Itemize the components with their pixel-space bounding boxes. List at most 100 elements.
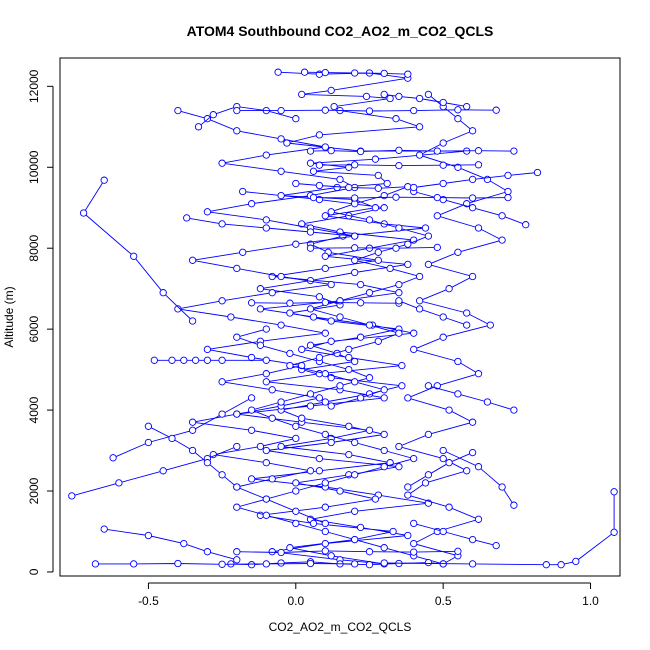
data-point	[498, 483, 506, 491]
data-point	[262, 224, 270, 232]
data-point	[268, 548, 276, 556]
series-18	[439, 446, 518, 509]
data-point	[292, 507, 300, 515]
data-point	[345, 183, 353, 192]
data-point	[321, 370, 329, 378]
data-point	[380, 430, 388, 439]
data-point	[286, 361, 294, 370]
data-point	[439, 161, 447, 169]
data-point	[306, 305, 315, 313]
data-point	[174, 106, 182, 115]
data-point	[380, 544, 388, 552]
series-7	[68, 442, 241, 500]
data-point	[274, 68, 282, 76]
data-point	[306, 559, 315, 568]
data-point	[386, 264, 394, 273]
data-point	[262, 459, 270, 467]
y-tick-label: 12000	[27, 69, 41, 103]
y-tick-label: 6000	[27, 315, 41, 342]
data-point	[374, 256, 382, 264]
data-point	[286, 309, 294, 317]
data-point	[256, 442, 265, 451]
data-point	[233, 127, 241, 135]
data-point	[298, 345, 306, 354]
data-point	[203, 345, 212, 354]
data-point	[233, 483, 241, 491]
data-point	[315, 131, 324, 139]
data-point	[351, 378, 359, 386]
series-line	[313, 196, 509, 199]
data-point	[277, 272, 285, 281]
data-point	[510, 501, 518, 509]
data-point	[218, 471, 226, 479]
data-point	[610, 488, 618, 496]
data-point	[321, 298, 329, 307]
data-point	[345, 450, 353, 459]
data-point	[292, 115, 300, 123]
series-30	[404, 448, 477, 491]
data-point	[306, 147, 315, 155]
series-29	[395, 297, 471, 329]
data-point	[277, 559, 285, 567]
data-point	[415, 123, 424, 131]
data-point	[404, 491, 412, 499]
data-point	[292, 434, 300, 443]
data-point	[247, 394, 256, 402]
data-point	[439, 313, 447, 321]
data-point	[327, 402, 335, 410]
series-21	[306, 146, 518, 156]
data-point	[410, 539, 418, 548]
data-point	[424, 90, 433, 99]
series-line	[428, 385, 515, 411]
data-point	[292, 519, 300, 528]
data-point	[351, 357, 359, 366]
data-point	[256, 305, 265, 313]
data-point	[415, 272, 424, 281]
data-point	[233, 503, 241, 511]
data-point	[542, 561, 550, 569]
data-point	[445, 406, 453, 414]
data-point	[404, 394, 412, 402]
y-tick-label: 10000	[27, 150, 41, 184]
data-point	[262, 356, 270, 364]
data-point	[218, 560, 226, 568]
y-tick-label: 2000	[27, 477, 41, 504]
data-point	[365, 548, 374, 556]
data-point	[247, 353, 256, 362]
data-point	[262, 511, 270, 519]
data-point	[410, 454, 418, 463]
data-point	[433, 212, 441, 220]
data-point	[410, 519, 418, 528]
data-point	[439, 454, 447, 463]
data-point	[351, 194, 359, 202]
data-point	[454, 390, 462, 398]
series-15	[410, 187, 530, 229]
data-point	[277, 135, 285, 143]
data-point	[315, 70, 324, 78]
series-line	[236, 550, 458, 553]
data-point	[365, 321, 374, 329]
data-point	[380, 463, 388, 471]
data-point	[395, 442, 403, 451]
data-point	[262, 216, 270, 224]
data-point	[239, 187, 247, 196]
data-point	[351, 161, 359, 169]
data-point	[404, 531, 412, 540]
data-point	[262, 151, 270, 159]
series-line	[289, 183, 430, 407]
data-point	[395, 146, 403, 154]
data-point	[336, 175, 344, 184]
plot-frame	[59, 57, 621, 577]
data-point	[321, 264, 329, 273]
data-point	[351, 438, 359, 447]
data-point	[392, 193, 400, 201]
data-point	[194, 123, 203, 131]
data-point	[395, 224, 403, 232]
data-point	[454, 163, 462, 171]
data-point	[321, 68, 329, 77]
data-point	[365, 107, 374, 115]
data-point	[298, 90, 306, 99]
data-point	[247, 200, 256, 208]
y-axis-title: Altitude (m)	[2, 286, 16, 347]
data-point	[424, 260, 433, 269]
